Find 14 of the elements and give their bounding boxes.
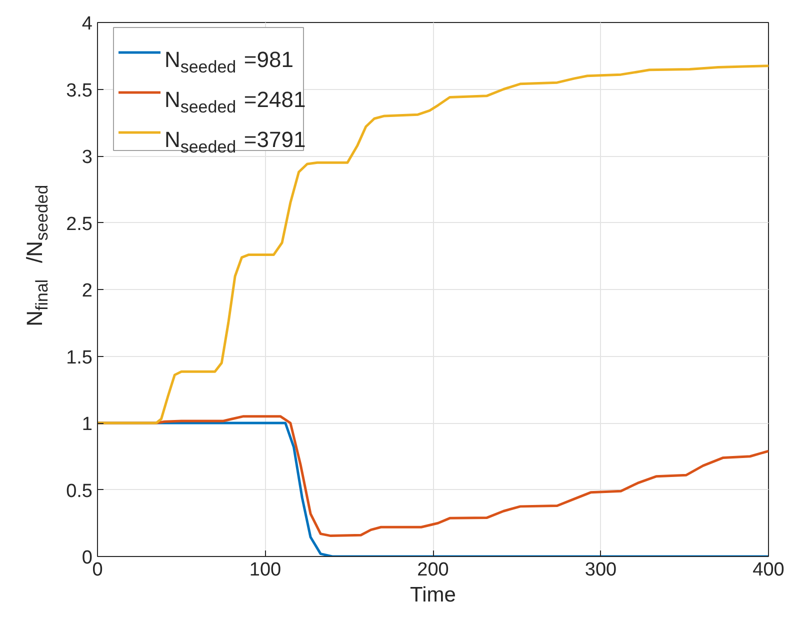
y-tick-label: 1 bbox=[82, 414, 93, 435]
y-tick-label: 3 bbox=[82, 147, 93, 168]
x-tick-label: 100 bbox=[249, 560, 282, 580]
y-tick-label: 2 bbox=[82, 280, 93, 302]
y-axis-title: Nfinal/Nseeded bbox=[22, 184, 52, 326]
y-tick-label: 0.5 bbox=[66, 480, 93, 502]
x-tick-label: 300 bbox=[584, 560, 617, 580]
y-tick-label: 2.5 bbox=[66, 214, 93, 235]
x-tick-label: 200 bbox=[417, 560, 449, 580]
y-tick-label: 4 bbox=[82, 14, 93, 34]
y-tick-label: 3.5 bbox=[66, 80, 93, 102]
x-tick-label: 400 bbox=[752, 560, 784, 580]
y-tick-label: 1.5 bbox=[66, 347, 93, 368]
x-axis-title: Time bbox=[410, 584, 456, 606]
